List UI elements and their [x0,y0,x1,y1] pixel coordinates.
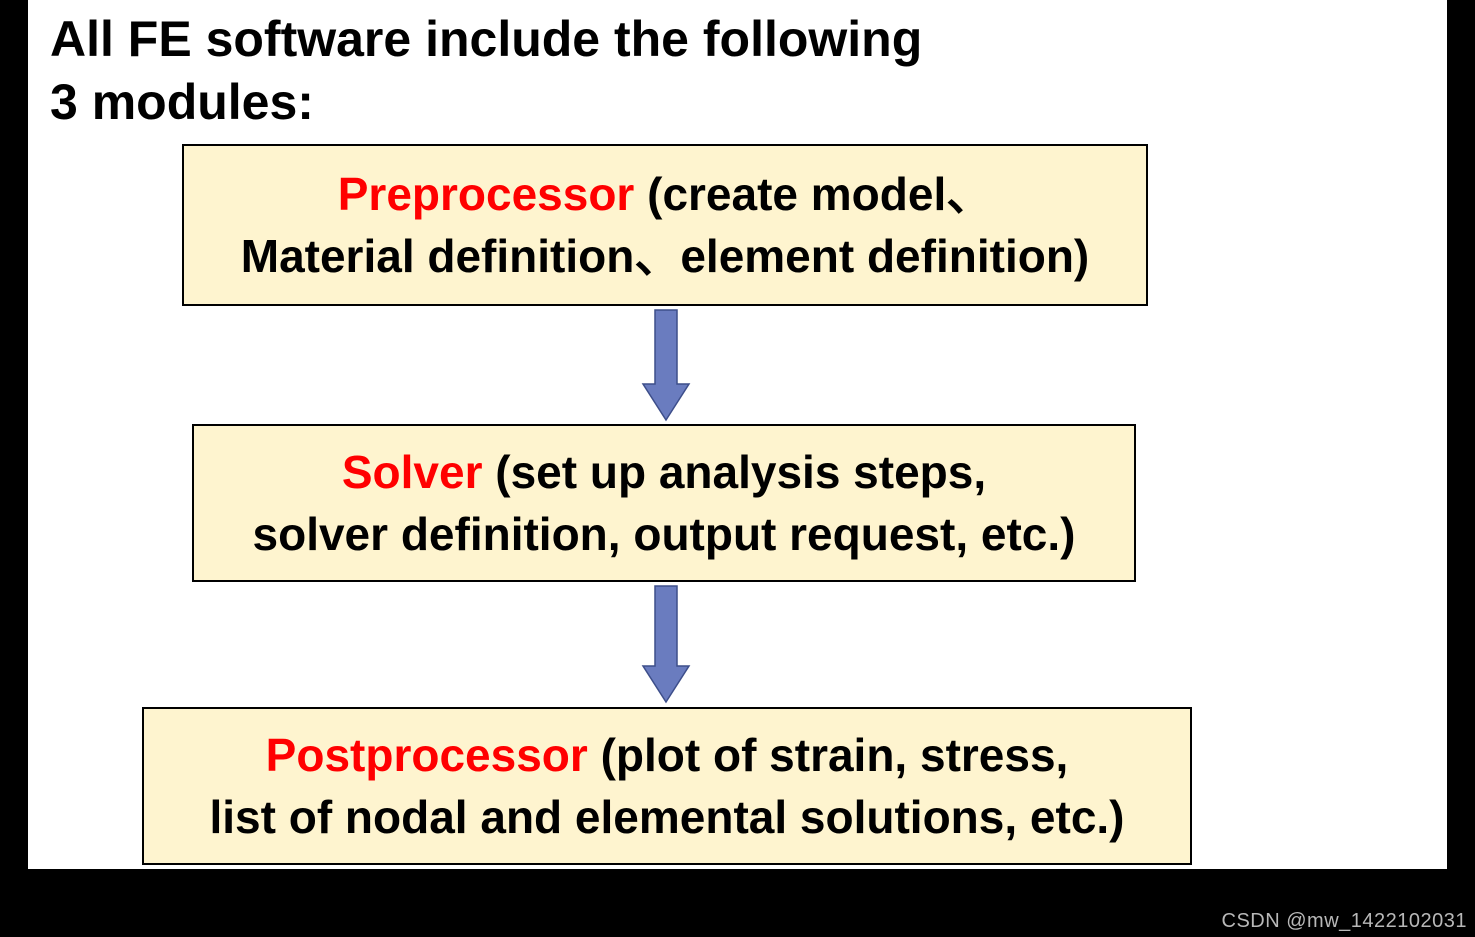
box-line-1: Solver (set up analysis steps, [342,441,986,503]
box-keyword: Postprocessor [266,729,588,781]
box-keyword: Preprocessor [338,168,635,220]
flow-box-solver: Solver (set up analysis steps, solver de… [192,424,1136,582]
box-rest-1: (set up analysis steps, [482,446,986,498]
box-line-1: Postprocessor (plot of strain, stress, [266,724,1069,786]
box-line-1: Preprocessor (create model、 [338,163,993,225]
box-line-2: list of nodal and elemental solutions, e… [209,786,1124,848]
box-rest-1: (plot of strain, stress, [588,729,1069,781]
title-line-2: 3 modules: [50,74,314,130]
title-line-1: All FE software include the following [50,11,922,67]
flow-arrow-2 [641,584,691,709]
box-line-2: Material definition、element definition) [241,225,1089,287]
watermark-text: CSDN @mw_1422102031 [1222,910,1468,933]
flow-box-preprocessor: Preprocessor (create model、 Material def… [182,144,1148,306]
flow-box-postprocessor: Postprocessor (plot of strain, stress, l… [142,707,1192,865]
slide-canvas: All FE software include the following 3 … [28,0,1447,869]
slide-title: All FE software include the following 3 … [50,8,922,133]
box-keyword: Solver [342,446,483,498]
flow-arrow-1 [641,308,691,427]
arrow-down-icon [641,308,691,422]
box-rest-1: (create model、 [634,168,992,220]
arrow-down-icon [641,584,691,704]
box-line-2: solver definition, output request, etc.) [253,503,1076,565]
